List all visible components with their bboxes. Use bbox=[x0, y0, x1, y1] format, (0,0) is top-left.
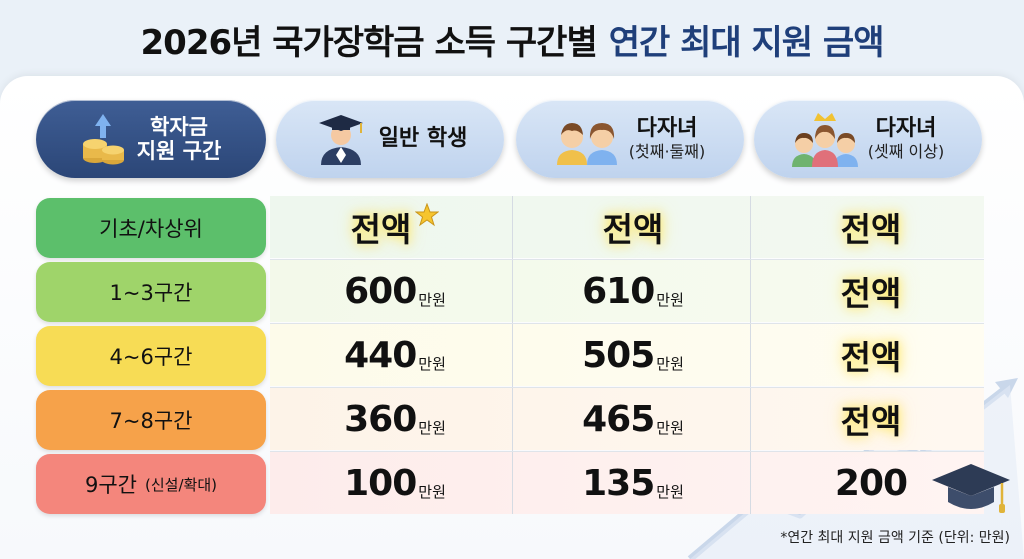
row-bg bbox=[270, 260, 984, 322]
cell-multi3: 전액 bbox=[755, 324, 987, 386]
cell-general: 전액 bbox=[279, 196, 511, 258]
title-part2: 연간 최대 지원 금액 bbox=[608, 22, 885, 63]
cell-general: 360 만원 bbox=[279, 388, 511, 450]
cell-general: 600 만원 bbox=[279, 260, 511, 322]
unit: 만원 bbox=[656, 354, 684, 373]
header-general: 일반 학생 bbox=[276, 100, 504, 178]
cell-general: 100 만원 bbox=[279, 452, 511, 514]
cell-multi12: 전액 bbox=[517, 196, 749, 258]
row-label-text: 9구간 bbox=[85, 473, 138, 497]
row-bg bbox=[270, 388, 984, 450]
full-amount: 전액 bbox=[350, 210, 412, 249]
full-amount: 전액 bbox=[840, 338, 902, 377]
unit: 만원 bbox=[418, 482, 446, 501]
row-bg bbox=[270, 196, 984, 258]
cell-multi3: 전액 bbox=[755, 196, 987, 258]
header-bracket: 학자금 지원 구간 bbox=[36, 100, 266, 178]
star-icon bbox=[415, 203, 440, 227]
row-divider bbox=[270, 387, 984, 388]
row-label: 기초/차상위 bbox=[36, 198, 266, 258]
amount: 505 bbox=[582, 334, 655, 376]
row-label-text: 4~6구간 bbox=[109, 345, 193, 369]
row-label-note: (신설/확대) bbox=[145, 475, 217, 494]
amount: 440 bbox=[344, 334, 417, 376]
header-general-label: 일반 학생 bbox=[378, 126, 468, 152]
amount: 610 bbox=[582, 270, 655, 312]
row-divider bbox=[270, 451, 984, 452]
unit: 만원 bbox=[656, 290, 684, 309]
cell-multi12: 465 만원 bbox=[517, 388, 749, 450]
row-label: 7~8구간 bbox=[36, 390, 266, 450]
row-divider bbox=[270, 259, 984, 260]
header-bracket-line1: 학자금 bbox=[150, 114, 208, 139]
header-multi12: 다자녀 (첫째·둘째) bbox=[516, 100, 744, 178]
amount: 600 bbox=[344, 270, 417, 312]
row-bg bbox=[270, 452, 984, 514]
unit: 만원 bbox=[418, 418, 446, 437]
row-divider bbox=[270, 323, 984, 324]
full-amount: 전액 bbox=[602, 210, 664, 249]
cell-multi3: 전액 bbox=[755, 388, 987, 450]
row-label-text: 기초/차상위 bbox=[99, 217, 203, 241]
row-label: 1~3구간 bbox=[36, 262, 266, 322]
row-label-text: 1~3구간 bbox=[109, 281, 193, 305]
unit: 만원 bbox=[656, 482, 684, 501]
cell-multi12: 610 만원 bbox=[517, 260, 749, 322]
amount: 360 bbox=[344, 398, 417, 440]
column-divider bbox=[512, 196, 513, 514]
graduation-cap-icon bbox=[932, 464, 1010, 513]
children-icon bbox=[556, 123, 617, 165]
full-amount: 전액 bbox=[840, 274, 902, 313]
header-bracket-line2: 지원 구간 bbox=[136, 139, 222, 163]
family-crown-icon bbox=[791, 113, 858, 167]
header-multi3-sub: (셋째 이상) bbox=[867, 142, 945, 162]
cell-multi3: 200 bbox=[755, 452, 987, 514]
column-divider bbox=[750, 196, 751, 514]
page-title: 2026년 국가장학금 소득 구간별 연간 최대 지원 금액 bbox=[0, 0, 1024, 78]
unit: 만원 bbox=[418, 290, 446, 309]
title-part1: 2026년 국가장학금 소득 구간별 bbox=[140, 22, 598, 63]
coins-arrow-icon bbox=[82, 114, 124, 165]
cell-general: 440 만원 bbox=[279, 324, 511, 386]
unit: 만원 bbox=[418, 354, 446, 373]
full-amount: 전액 bbox=[840, 402, 902, 441]
footnote: *연간 최대 지원 금액 기준 (단위: 만원) bbox=[780, 530, 1010, 546]
cell-multi3: 전액 bbox=[755, 260, 987, 322]
amount: 465 bbox=[582, 398, 655, 440]
cell-multi12: 505 만원 bbox=[517, 324, 749, 386]
row-label-text: 7~8구간 bbox=[109, 409, 193, 433]
graduate-icon bbox=[318, 115, 363, 165]
header-multi3: 다자녀 (셋째 이상) bbox=[754, 100, 982, 178]
unit: 만원 bbox=[656, 418, 684, 437]
row-label: 4~6구간 bbox=[36, 326, 266, 386]
header-multi12-sub: (첫째·둘째) bbox=[628, 142, 706, 162]
row-label: 9구간 (신설/확대) bbox=[36, 454, 266, 514]
full-amount: 전액 bbox=[840, 210, 902, 249]
header-multi3-label: 다자녀 bbox=[875, 116, 937, 142]
amount: 100 bbox=[344, 462, 417, 504]
row-bg bbox=[270, 324, 984, 386]
header-multi12-label: 다자녀 bbox=[636, 116, 698, 142]
amount: 200 bbox=[834, 462, 908, 504]
amount: 135 bbox=[582, 462, 655, 504]
cell-multi12: 135 만원 bbox=[517, 452, 749, 514]
